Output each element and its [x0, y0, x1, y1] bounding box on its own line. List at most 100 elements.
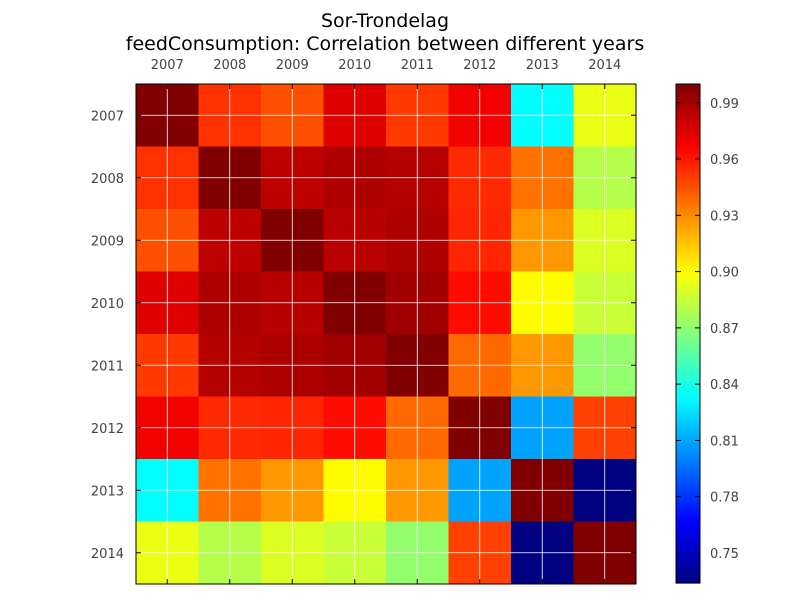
colorbar-segment — [676, 565, 700, 569]
colorbar-segment — [676, 460, 700, 464]
colorbar-segment — [676, 578, 700, 582]
colorbar-segment — [676, 258, 700, 262]
colorbar-tick-label: 0.75 — [710, 547, 739, 562]
colorbar-segment — [676, 338, 700, 342]
colorbar-segment — [676, 548, 700, 552]
colorbar-segment — [676, 273, 700, 277]
colorbar-segment — [676, 246, 700, 250]
colorbar-segment — [676, 475, 700, 479]
colorbar-segment — [676, 470, 700, 474]
colorbar-segment — [676, 213, 700, 217]
colorbar-segment — [676, 253, 700, 257]
colorbar-segment — [676, 108, 700, 113]
colorbar-segment — [676, 525, 700, 529]
x-tick-labels: 2007 2008 2009 2010 2011 2012 2013 2014 — [151, 58, 622, 73]
colorbar-segment — [676, 88, 700, 93]
colorbar-segment — [676, 216, 700, 220]
colorbar-segment — [676, 543, 700, 547]
colorbar-segment — [676, 211, 700, 215]
colorbar-segment — [676, 373, 700, 377]
colorbar-segment — [676, 263, 700, 267]
colorbar-segment — [676, 101, 700, 105]
colorbar-segment — [676, 350, 700, 355]
x-tick-label: 2013 — [526, 58, 559, 73]
colorbar-segment — [676, 111, 700, 115]
colorbar-segment — [676, 533, 700, 537]
colorbar-segment — [676, 568, 700, 572]
colorbar-segment — [676, 206, 700, 210]
colorbar-segment — [676, 278, 700, 282]
chart-title-block: Sor-Trondelag feedConsumption: Correlati… — [0, 10, 770, 56]
colorbar-tick-label: 0.78 — [710, 491, 739, 506]
colorbar-segment — [676, 118, 700, 123]
colorbar-segment — [676, 383, 700, 387]
colorbar-segment — [676, 191, 700, 195]
colorbar-segment — [676, 331, 700, 335]
colorbar-segment — [676, 490, 700, 494]
colorbar-segment — [676, 363, 700, 367]
colorbar-segment — [676, 313, 700, 317]
colorbar-segment — [676, 483, 700, 487]
colorbar-segment — [676, 380, 700, 384]
colorbar-segment — [676, 573, 700, 577]
colorbar-segment — [676, 86, 700, 90]
colorbar-segment — [676, 538, 700, 542]
colorbar-segment — [676, 106, 700, 110]
colorbar-segment — [676, 528, 700, 532]
colorbar-segment — [676, 423, 700, 427]
colorbar-segment — [676, 281, 700, 285]
colorbar-segment — [676, 208, 700, 212]
colorbar-segment — [676, 560, 700, 564]
colorbar-segment — [676, 398, 700, 402]
colorbar-segment — [676, 181, 700, 185]
colorbar-tick-label: 0.81 — [710, 434, 739, 449]
colorbar-segment — [676, 465, 700, 469]
colorbar-segment — [676, 435, 700, 439]
colorbar-segment — [676, 550, 700, 554]
colorbar-segment — [676, 163, 700, 167]
colorbar-segment — [676, 400, 700, 404]
colorbar-segment — [676, 323, 700, 327]
colorbar-segment — [676, 345, 700, 350]
colorbar-segment — [676, 318, 700, 322]
colorbar-segment — [676, 133, 700, 137]
colorbar-segment — [676, 480, 700, 484]
colorbar-segment — [676, 553, 700, 557]
colorbar-segment — [676, 221, 700, 225]
y-tick-label: 2007 — [91, 109, 124, 124]
colorbar-segment — [676, 403, 700, 407]
colorbar-segment — [676, 226, 700, 230]
colorbar-segment — [676, 335, 700, 340]
colorbar-segment — [676, 495, 700, 499]
colorbar-segment — [676, 96, 700, 100]
colorbar-segment — [676, 438, 700, 442]
colorbar-segment — [676, 358, 700, 362]
heatmap-grid — [136, 84, 636, 584]
colorbar-segment — [676, 138, 700, 142]
colorbar-segment — [676, 288, 700, 292]
colorbar-segment — [676, 385, 700, 389]
colorbar-segment — [676, 276, 700, 280]
x-tick-label: 2010 — [338, 58, 371, 73]
x-tick-label: 2009 — [276, 58, 309, 73]
plot-frame — [135, 83, 637, 585]
colorbar-segment — [676, 201, 700, 205]
colorbar-segment — [676, 161, 700, 165]
colorbar-segment — [676, 348, 700, 352]
colorbar-segment — [676, 203, 700, 207]
colorbar-segment — [676, 453, 700, 457]
colorbar-segment — [676, 360, 700, 365]
colorbar-segment — [676, 370, 700, 375]
colorbar-segment — [676, 178, 700, 182]
colorbar-segment — [676, 428, 700, 432]
colorbar-segment — [676, 243, 700, 247]
colorbar-segment — [676, 241, 700, 245]
colorbar-frame — [675, 83, 701, 584]
colorbar-segment — [676, 121, 700, 125]
colorbar-segment — [676, 420, 700, 424]
colorbar-segment — [676, 563, 700, 567]
colorbar-tick-label: 0.84 — [710, 378, 739, 393]
colorbar-segment — [676, 410, 700, 414]
chart-subtitle: feedConsumption: Correlation between dif… — [125, 33, 645, 55]
